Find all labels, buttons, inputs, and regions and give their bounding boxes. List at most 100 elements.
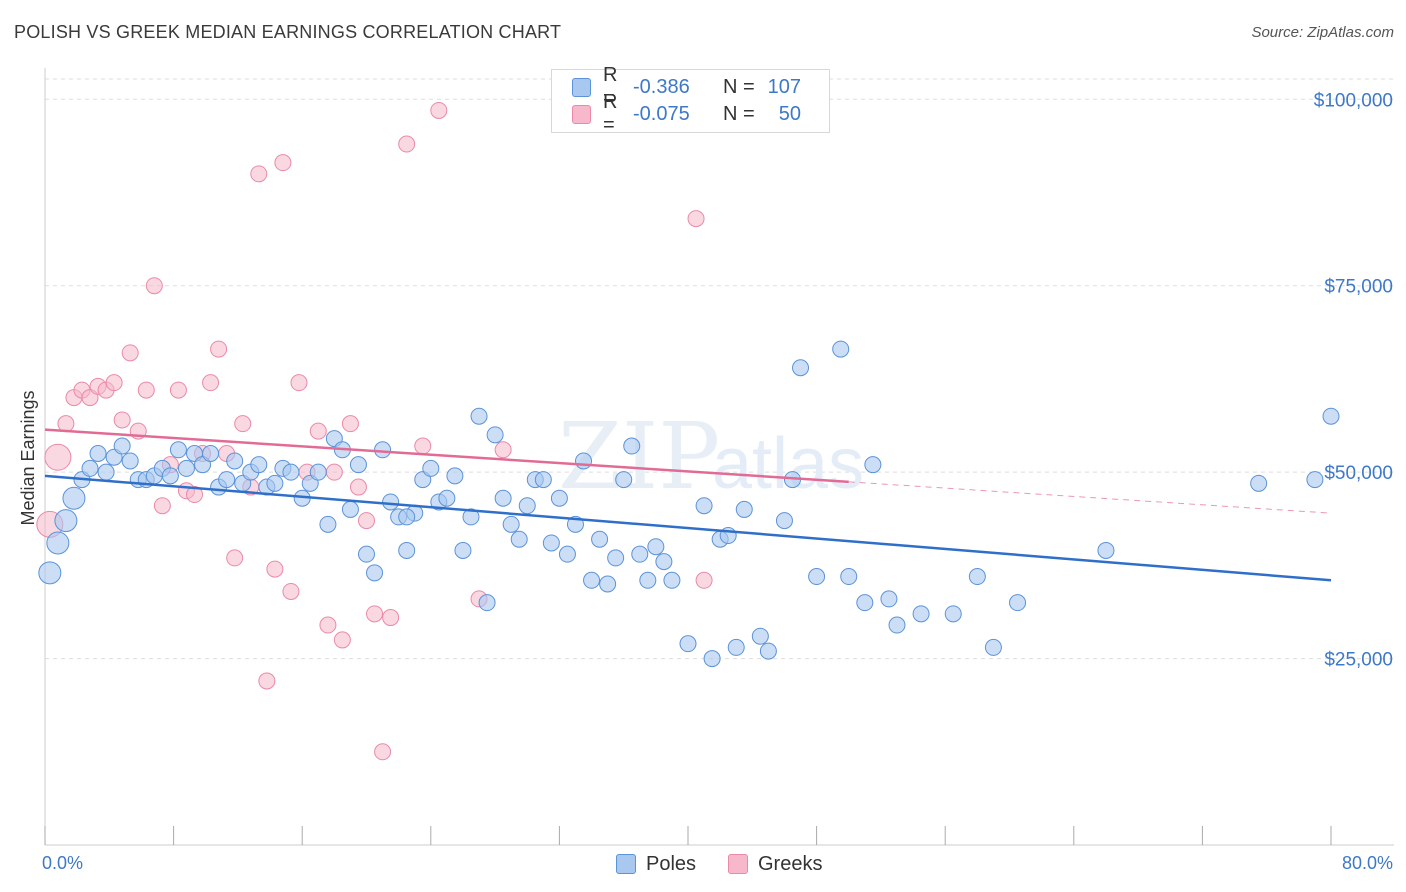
greeks-point <box>430 101 448 119</box>
poles-point <box>735 500 753 518</box>
r-value: -0.075 <box>633 102 690 125</box>
poles-point <box>398 541 416 559</box>
poles-point <box>591 530 609 548</box>
poles-point <box>121 452 139 470</box>
greeks-point <box>202 374 220 392</box>
poles-point <box>912 605 930 623</box>
greeks-point <box>494 441 512 459</box>
r-label: R = <box>603 64 618 109</box>
poles-point <box>169 441 187 459</box>
poles-point <box>623 437 641 455</box>
greeks-point <box>258 672 276 690</box>
greeks-point <box>137 381 155 399</box>
greeks-point <box>105 374 123 392</box>
poles-point <box>695 497 713 515</box>
poles-point <box>1009 594 1027 612</box>
greeks-point <box>333 631 351 649</box>
poles-point <box>639 571 657 589</box>
greeks-point <box>282 582 300 600</box>
legend-item-greeks[interactable]: Greeks <box>728 852 822 876</box>
greeks-point <box>226 549 244 567</box>
legend-row-poles: R = -0.386 N = 107 <box>572 64 801 109</box>
poles-point <box>382 493 400 511</box>
poles-point <box>462 508 480 526</box>
poles-point <box>250 456 268 474</box>
poles-point <box>349 456 367 474</box>
poles-point <box>510 530 528 548</box>
greeks-point <box>290 374 308 392</box>
greeks-point <box>234 415 252 433</box>
poles-point <box>1250 474 1268 492</box>
poles-point <box>309 463 327 481</box>
correlation-legend: R = -0.386 N = 107 R = -0.075 N = 50 <box>551 64 830 136</box>
greeks-point <box>349 478 367 496</box>
poles-point <box>534 471 552 489</box>
greeks-swatch <box>572 104 591 124</box>
greeks-point <box>185 486 203 504</box>
poles-point <box>113 437 131 455</box>
greeks-point <box>113 411 131 429</box>
greeks-trend-line <box>44 428 849 484</box>
poles-legend-label: Poles <box>646 852 697 875</box>
poles-point <box>366 564 384 582</box>
poles-point <box>832 340 850 358</box>
r-value: -0.386 <box>633 75 690 98</box>
greeks-point <box>366 605 384 623</box>
poles-point <box>358 545 375 563</box>
trend-lines <box>44 428 1332 582</box>
poles-series <box>38 340 1340 668</box>
greeks-legend-swatch <box>728 854 748 874</box>
poles-point <box>856 594 874 612</box>
poles-point <box>679 635 697 653</box>
poles-point <box>599 575 617 593</box>
poles-point <box>46 531 70 555</box>
greeks-point <box>382 609 400 627</box>
greeks-point <box>309 422 327 440</box>
poles-point <box>494 489 512 507</box>
poles-point <box>502 515 520 533</box>
poles-point <box>62 486 86 510</box>
poles-point <box>226 452 244 470</box>
poles-point <box>282 463 300 481</box>
poles-point <box>727 638 745 656</box>
poles-point <box>161 467 179 485</box>
poles-point <box>81 459 99 477</box>
tick-labels: $25,000 $50,000 $75,000 $100,000 0.0% 80.0% <box>42 90 1393 873</box>
poles-point <box>944 605 962 623</box>
greeks-point <box>169 381 187 399</box>
n-label: N = <box>723 75 755 98</box>
n-value: 50 <box>778 102 801 125</box>
greeks-point <box>695 571 713 589</box>
legend-item-poles[interactable]: Poles <box>616 852 696 876</box>
greeks-point <box>250 165 268 183</box>
poles-point <box>968 568 986 586</box>
y-tick-label: $50,000 <box>1324 463 1393 484</box>
poles-point <box>703 650 721 668</box>
poles-point <box>759 642 777 660</box>
y-tick-label: $100,000 <box>1314 90 1393 111</box>
greeks-point <box>57 415 75 433</box>
poles-point <box>615 471 633 489</box>
poles-point <box>840 568 858 586</box>
poles-point <box>1306 471 1324 489</box>
poles-point <box>792 359 810 377</box>
poles-swatch <box>572 77 591 97</box>
poles-point <box>177 459 195 477</box>
poles-point <box>607 549 625 567</box>
gridlines <box>45 78 1394 660</box>
watermark-text: atlas <box>712 424 864 504</box>
poles-point <box>470 407 488 425</box>
greeks-point <box>398 135 416 153</box>
y-tick-label: $25,000 <box>1324 650 1393 671</box>
poles-point <box>89 445 107 462</box>
greeks-point <box>341 415 359 433</box>
poles-point <box>478 594 496 612</box>
n-label: N = <box>723 102 755 125</box>
greeks-trend-extension <box>848 481 1332 514</box>
poles-point <box>54 509 78 533</box>
greeks-point <box>687 210 705 228</box>
greeks-point <box>145 277 163 295</box>
poles-point <box>655 553 673 571</box>
poles-point <box>631 545 649 563</box>
poles-point <box>422 459 440 477</box>
